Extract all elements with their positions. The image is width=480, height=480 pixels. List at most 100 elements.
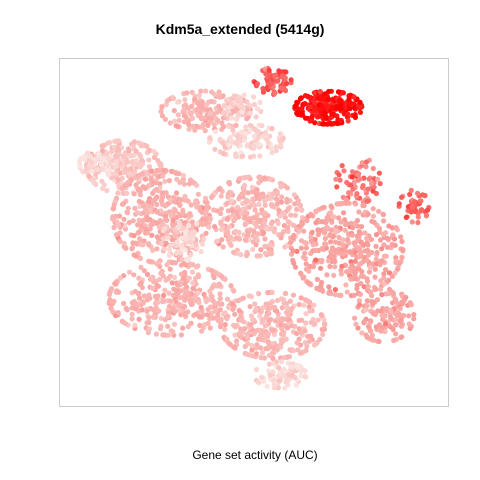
cell-point	[212, 301, 218, 307]
cell-point	[378, 278, 384, 284]
cell-point	[259, 374, 265, 381]
cell-point	[288, 77, 294, 83]
cell-point	[253, 366, 260, 373]
cell-point	[294, 248, 300, 254]
cell-point	[126, 219, 132, 226]
cell-point	[198, 249, 204, 255]
cell-point	[257, 313, 263, 319]
cell-point	[131, 300, 138, 307]
cell-point	[343, 282, 349, 288]
cell-point	[415, 214, 421, 220]
cell-point	[278, 199, 284, 205]
cell-point	[198, 114, 204, 120]
cell-point	[219, 237, 225, 243]
cell-point	[251, 202, 258, 209]
cell-point	[137, 237, 143, 243]
cell-point	[146, 198, 152, 204]
cell-point	[140, 203, 146, 209]
cell-point	[310, 317, 316, 323]
cell-point	[113, 159, 119, 165]
cell-point	[249, 353, 255, 359]
cell-point	[362, 230, 368, 236]
cell-point	[173, 250, 179, 256]
cell-point	[306, 304, 312, 310]
cell-point	[370, 310, 376, 317]
cell-point	[248, 123, 254, 129]
cell-point	[258, 247, 264, 253]
cell-point	[162, 203, 168, 209]
cell-point	[148, 168, 154, 174]
cell-point	[253, 223, 259, 229]
cell-point	[333, 228, 339, 234]
cell-point	[159, 104, 165, 110]
cell-point	[182, 197, 188, 203]
cell-point	[164, 217, 170, 223]
cell-point	[188, 177, 194, 183]
cell-point	[250, 316, 256, 323]
cell-point	[309, 229, 315, 235]
cell-point	[399, 299, 405, 305]
cell-point	[291, 232, 297, 239]
cell-point	[182, 311, 188, 317]
cell-point	[124, 209, 130, 215]
cell-point	[174, 288, 180, 294]
cell-point	[388, 307, 394, 313]
cell-point	[207, 135, 213, 142]
cell-point	[215, 117, 221, 123]
cell-point	[411, 312, 417, 318]
cell-point	[182, 97, 188, 103]
cell-point	[257, 99, 263, 105]
cell-point	[340, 242, 346, 248]
cell-point	[229, 207, 235, 214]
cell-point	[326, 284, 332, 290]
cell-point	[422, 193, 428, 199]
cell-point	[324, 272, 330, 278]
cell-point	[321, 326, 327, 332]
cell-point	[89, 168, 95, 174]
cell-point	[132, 288, 138, 295]
cell-point	[186, 126, 192, 132]
cell-point	[228, 101, 234, 107]
cell-point	[142, 207, 149, 213]
cell-point	[326, 88, 332, 95]
cell-point	[295, 198, 301, 204]
cell-point	[273, 144, 279, 150]
cell-point	[317, 336, 323, 342]
cell-point	[292, 375, 298, 381]
cell-point	[213, 270, 219, 276]
cell-point	[185, 324, 191, 330]
cell-point	[295, 365, 301, 371]
cell-point	[329, 111, 335, 117]
cell-point	[111, 202, 117, 208]
cell-point	[338, 271, 344, 277]
cell-point	[327, 120, 333, 126]
cell-point	[154, 167, 160, 174]
cell-point	[174, 229, 180, 235]
cell-point	[246, 293, 252, 299]
cell-point	[234, 204, 241, 210]
cell-point	[162, 226, 168, 232]
cell-point	[308, 333, 314, 339]
cell-point	[260, 194, 266, 200]
cell-point	[216, 103, 222, 109]
cell-point	[243, 253, 250, 259]
cell-point	[303, 245, 309, 251]
cell-point	[180, 325, 186, 331]
cell-point	[180, 172, 186, 179]
cell-point	[204, 203, 210, 209]
cell-point	[138, 143, 144, 149]
cell-point	[250, 246, 256, 253]
cell-point	[254, 238, 260, 244]
cell-point	[181, 106, 187, 113]
cell-point	[350, 225, 356, 231]
cell-point	[260, 230, 267, 236]
cell-point	[390, 300, 396, 306]
cell-point	[334, 104, 340, 110]
cell-point	[151, 148, 157, 154]
cell-point	[278, 337, 284, 343]
cell-point	[244, 99, 250, 105]
cell-point	[308, 250, 314, 256]
cell-point	[357, 99, 363, 105]
cell-point	[276, 232, 282, 238]
cell-point	[164, 262, 170, 268]
